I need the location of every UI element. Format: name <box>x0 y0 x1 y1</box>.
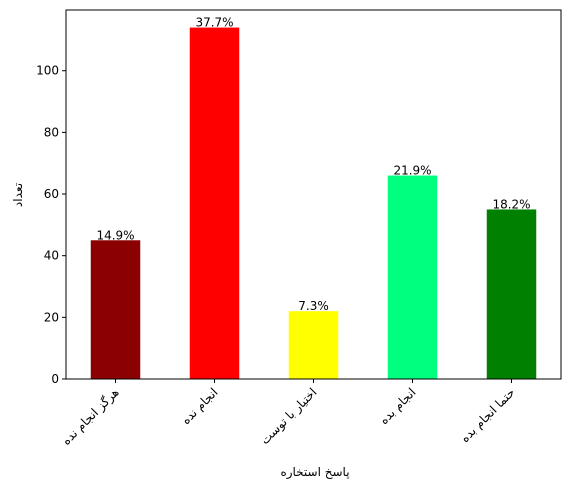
y-tick-label-3: 40 <box>44 249 59 263</box>
bar-3 <box>288 311 339 379</box>
y-tick-label-2: 20 <box>44 310 59 324</box>
data-label-1: 14.9% <box>96 228 134 242</box>
bar-4 <box>387 175 438 379</box>
x-tick-label-1: هرگز انجام نده <box>59 385 122 448</box>
bars-layer <box>90 27 537 379</box>
y-tick-label-4: 60 <box>44 187 59 201</box>
plot-frame <box>65 9 562 380</box>
x-axis-label: پاسخ استخاره <box>280 465 349 480</box>
y-axis-label: تعداد <box>11 183 25 207</box>
x-tick-label-5: حتما انجام بده <box>458 385 518 445</box>
bar-2 <box>189 27 240 379</box>
bar-5 <box>486 209 537 379</box>
x-tick-label-4: انجام بده <box>377 385 419 427</box>
data-label-2: 37.7% <box>195 16 233 30</box>
y-tick-label-1: 0 <box>51 372 59 386</box>
x-tick-label-3: اختیار با توست <box>258 385 321 448</box>
x-tick-label-2: انجام نده <box>179 385 221 427</box>
y-tick-label-6: 100 <box>36 64 59 78</box>
y-tick-label-5: 80 <box>44 125 59 139</box>
data-label-4: 21.9% <box>393 164 431 178</box>
data-label-3: 7.3% <box>298 299 329 313</box>
bar-1 <box>90 240 141 379</box>
data-labels-layer: 14.9% 37.7% 7.3% 21.9% 18.2% <box>96 16 530 314</box>
data-label-5: 18.2% <box>492 197 530 211</box>
